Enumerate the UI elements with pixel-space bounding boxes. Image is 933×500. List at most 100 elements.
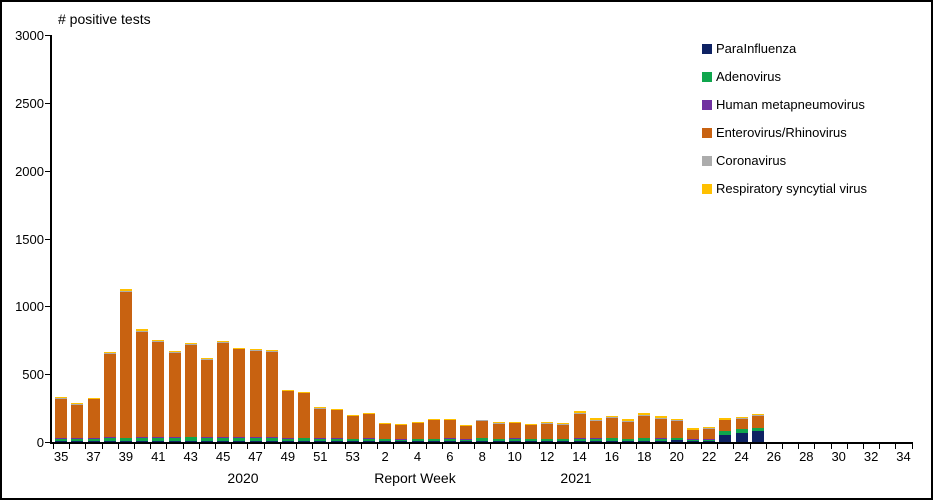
bar-segment-parainfluenza bbox=[411, 441, 424, 442]
bar-segment-coronavirus bbox=[638, 414, 651, 416]
x-week-label: 14 bbox=[572, 449, 587, 464]
chart-title: # positive tests bbox=[58, 11, 151, 27]
bar-week-2021-4 bbox=[411, 422, 424, 442]
bar-segment-entero_rhino bbox=[703, 428, 716, 440]
bar-segment-entero_rhino bbox=[622, 421, 635, 439]
legend-swatch-adenovirus-icon bbox=[702, 71, 712, 82]
bar-segment-adenovirus bbox=[751, 428, 764, 432]
year-label-2020: 2020 bbox=[227, 470, 259, 486]
bar-segment-rsv bbox=[330, 408, 343, 410]
bar-segment-entero_rhino bbox=[411, 423, 424, 439]
x-axis-tick bbox=[53, 444, 54, 449]
bar-segment-adenovirus bbox=[103, 437, 116, 442]
x-axis-tick bbox=[296, 444, 297, 449]
x-week-label: 45 bbox=[215, 449, 231, 464]
bar-segment-rsv bbox=[71, 403, 84, 405]
bar-segment-coronavirus bbox=[249, 350, 262, 351]
x-week-label: 20 bbox=[669, 449, 684, 464]
bar-segment-parainfluenza bbox=[476, 440, 489, 442]
bar-segment-rsv bbox=[703, 427, 716, 429]
x-week-label: 35 bbox=[53, 449, 69, 464]
legend: ParaInfluenza Adenovirus Human metapneumov… bbox=[702, 42, 867, 210]
bar-week-2020-41 bbox=[152, 340, 165, 442]
y-axis-tick bbox=[45, 374, 50, 376]
bar-segment-coronavirus bbox=[298, 392, 311, 394]
bar-segment-rsv bbox=[411, 422, 424, 423]
bar-segment-coronavirus bbox=[168, 352, 181, 353]
bar-week-2020-36 bbox=[71, 403, 84, 442]
bar-segment-adenovirus bbox=[605, 438, 618, 441]
bar-segment-hmpv bbox=[103, 437, 116, 438]
bar-segment-coronavirus bbox=[103, 352, 116, 354]
x-axis-tick bbox=[539, 444, 540, 449]
bar-segment-parainfluenza bbox=[200, 440, 213, 442]
x-axis-tick bbox=[377, 444, 378, 449]
bar-week-2020-44 bbox=[200, 357, 213, 442]
bar-segment-entero_rhino bbox=[492, 423, 505, 439]
bar-week-2021-15 bbox=[589, 418, 602, 442]
bar-segment-adenovirus bbox=[589, 438, 602, 442]
bar-segment-adenovirus bbox=[136, 437, 149, 442]
bar-segment-adenovirus bbox=[541, 439, 554, 442]
y-axis-line bbox=[50, 35, 52, 444]
x-week-label: 30 bbox=[831, 449, 846, 464]
x-axis-title: Report Week bbox=[374, 470, 456, 486]
bar-segment-adenovirus bbox=[411, 439, 424, 442]
bar-segment-entero_rhino bbox=[136, 331, 149, 437]
bar-segment-hmpv bbox=[184, 436, 197, 438]
bar-segment-rsv bbox=[476, 419, 489, 421]
bar-segment-parainfluenza bbox=[346, 441, 359, 442]
x-week-label: 43 bbox=[183, 449, 198, 464]
bar-segment-parainfluenza bbox=[638, 440, 651, 442]
x-week-label: 49 bbox=[280, 449, 296, 464]
bar-segment-adenovirus bbox=[686, 439, 699, 442]
bar-week-2021-1 bbox=[362, 412, 375, 442]
bar-week-2021-23 bbox=[719, 418, 732, 442]
x-week-label: 4 bbox=[413, 449, 422, 464]
bar-segment-parainfluenza bbox=[719, 435, 732, 442]
bar-week-2020-49 bbox=[281, 389, 294, 442]
x-axis-tick bbox=[215, 444, 216, 449]
x-axis-tick bbox=[555, 444, 557, 449]
legend-item-entero_rhino: Enterovirus/Rhinovirus bbox=[702, 126, 867, 139]
bar-segment-entero_rhino bbox=[427, 420, 440, 439]
bar-segment-coronavirus bbox=[200, 358, 213, 360]
bar-week-2021-19 bbox=[654, 416, 667, 442]
bar-segment-coronavirus bbox=[87, 398, 100, 400]
x-week-label: 53 bbox=[345, 449, 360, 464]
bar-segment-hmpv bbox=[362, 438, 375, 439]
x-week-label: 22 bbox=[701, 449, 717, 464]
bar-week-2021-7 bbox=[460, 425, 473, 442]
x-axis-tick bbox=[134, 444, 135, 449]
bar-segment-rsv bbox=[654, 416, 667, 418]
legend-swatch-hmpv-icon bbox=[702, 99, 712, 110]
y-tick-label: 500 bbox=[22, 367, 44, 383]
x-axis-tick bbox=[312, 444, 314, 449]
bar-week-2021-24 bbox=[735, 416, 748, 442]
bar-segment-adenovirus bbox=[379, 439, 392, 442]
bar-segment-parainfluenza bbox=[573, 441, 586, 442]
bar-segment-coronavirus bbox=[686, 429, 699, 431]
bar-segment-entero_rhino bbox=[298, 393, 311, 438]
y-axis-tick bbox=[45, 238, 50, 240]
bar-segment-coronavirus bbox=[719, 419, 732, 421]
bar-segment-adenovirus bbox=[249, 438, 262, 442]
x-axis-tick bbox=[85, 444, 87, 449]
bar-segment-coronavirus bbox=[751, 415, 764, 416]
bar-week-2020-50 bbox=[298, 391, 311, 442]
bar-segment-entero_rhino bbox=[233, 349, 246, 438]
bar-segment-entero_rhino bbox=[330, 409, 343, 438]
bar-segment-parainfluenza bbox=[103, 441, 116, 442]
bar-segment-parainfluenza bbox=[703, 441, 716, 442]
bar-segment-coronavirus bbox=[735, 418, 748, 419]
bar-segment-adenovirus bbox=[460, 439, 473, 442]
bar-segment-entero_rhino bbox=[346, 415, 359, 439]
x-axis-tick bbox=[603, 444, 605, 449]
x-axis-tick bbox=[620, 444, 621, 449]
x-axis-tick bbox=[474, 444, 476, 449]
bar-segment-rsv bbox=[184, 342, 197, 345]
bar-segment-adenovirus bbox=[55, 438, 68, 442]
bar-segment-parainfluenza bbox=[233, 441, 246, 442]
x-axis-tick bbox=[668, 444, 670, 449]
bar-segment-coronavirus bbox=[55, 398, 68, 399]
